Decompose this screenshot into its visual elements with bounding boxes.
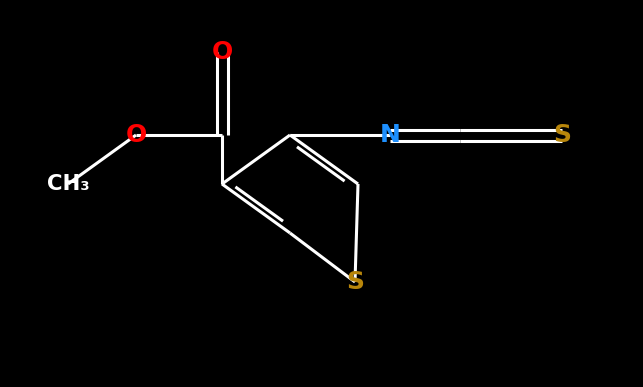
Text: S: S: [553, 123, 571, 147]
Text: O: O: [212, 40, 233, 64]
Text: N: N: [379, 123, 401, 147]
Text: O: O: [125, 123, 147, 147]
Text: S: S: [346, 270, 364, 294]
Text: CH₃: CH₃: [47, 174, 89, 194]
